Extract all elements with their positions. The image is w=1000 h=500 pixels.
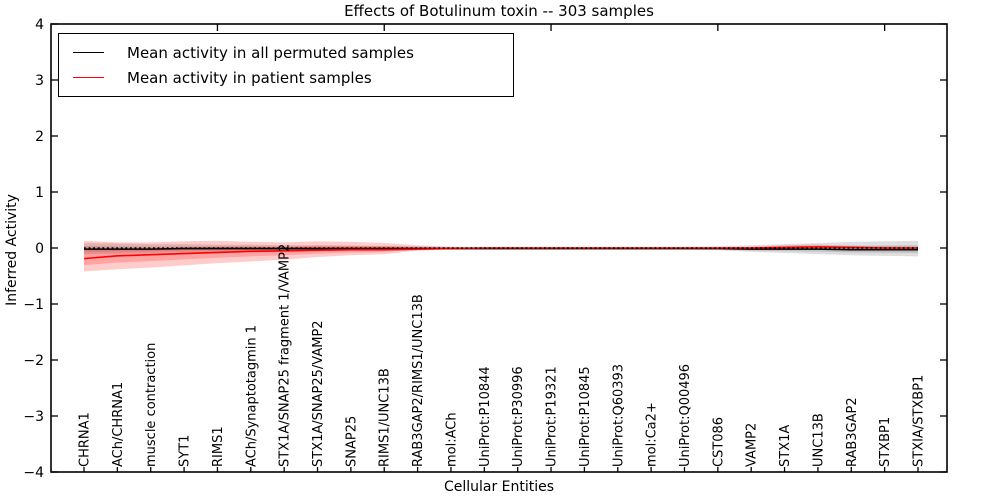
x-tick-label: SNAP25 [344, 416, 359, 467]
x-tick-label: RIMS1/UNC13B [378, 368, 393, 467]
legend-line-sample-permuted [73, 52, 104, 53]
legend-entry-permuted: Mean activity in all permuted samples [59, 44, 513, 62]
x-tick-label: CHRNA1 [78, 412, 93, 467]
x-tick-label: UNC13B [811, 413, 826, 467]
legend-label-patient: Mean activity in patient samples [127, 68, 372, 87]
y-tick-label: 2 [35, 129, 44, 145]
x-tick-labels: CHRNA1 ACh/CHRNA1 muscle contraction SYT1 RI… [78, 244, 927, 467]
y-tick-label: 0 [35, 241, 44, 257]
x-tick-label: muscle contraction [144, 343, 159, 467]
x-tick-label: mol:ACh [444, 412, 459, 467]
y-tick-label: −3 [23, 409, 44, 425]
y-tick-label: −4 [23, 465, 44, 481]
y-tick-label: 1 [35, 185, 44, 201]
x-tick-label: ACh/CHRNA1 [111, 382, 126, 467]
y-tick-label: 3 [35, 73, 44, 89]
x-tick-label: mol:Ca2+ [645, 402, 660, 467]
x-tick-label: STX1A/SNAP25 fragment 1/VAMP2 [278, 244, 293, 467]
y-tick-label: −2 [23, 353, 44, 369]
x-tick-label: STXBP1 [878, 417, 893, 467]
chart-title: Effects of Botulinum toxin -- 303 sample… [344, 2, 654, 20]
x-tick-label: UniProt:P19321 [545, 366, 560, 467]
y-tick-labels: 4 3 2 1 0 −1 −2 −3 −4 [23, 17, 44, 481]
x-tick-label: RAB3GAP2/RIMS1/UNC13B [411, 294, 426, 467]
x-tick-label: VAMP2 [745, 423, 760, 467]
confidence-band-patient [84, 240, 918, 272]
legend-label-permuted: Mean activity in all permuted samples [127, 43, 414, 62]
x-tick-label: SYT1 [178, 435, 193, 467]
x-tick-label: CST086 [711, 417, 726, 467]
x-tick-label: STXIA/STXBP1 [912, 375, 927, 467]
axis-ticks [51, 23, 947, 473]
y-tick-label: −1 [23, 297, 44, 313]
x-tick-label: RIMS1 [211, 426, 226, 467]
legend: Mean activity in all permuted samples Me… [58, 33, 514, 97]
x-tick-label: UniProt:P10845 [578, 366, 593, 467]
x-axis-label: Cellular Entities [443, 479, 555, 495]
x-tick-label: ACh/Synaptotagmin 1 [244, 325, 259, 467]
x-tick-label: UniProt:P30996 [511, 366, 526, 467]
legend-line-sample-patient [73, 77, 104, 78]
y-tick-label: 4 [35, 17, 44, 33]
x-tick-label: UniProt:Q60393 [611, 364, 626, 467]
legend-entry-patient: Mean activity in patient samples [59, 69, 513, 87]
x-tick-label: UniProt:Q00496 [678, 364, 693, 467]
x-tick-label: STX1A [778, 425, 793, 467]
x-tick-label: RAB3GAP2 [845, 397, 860, 467]
x-tick-label: UniProt:P10844 [478, 366, 493, 467]
x-tick-label: STX1A/SNAP25/VAMP2 [311, 320, 326, 467]
